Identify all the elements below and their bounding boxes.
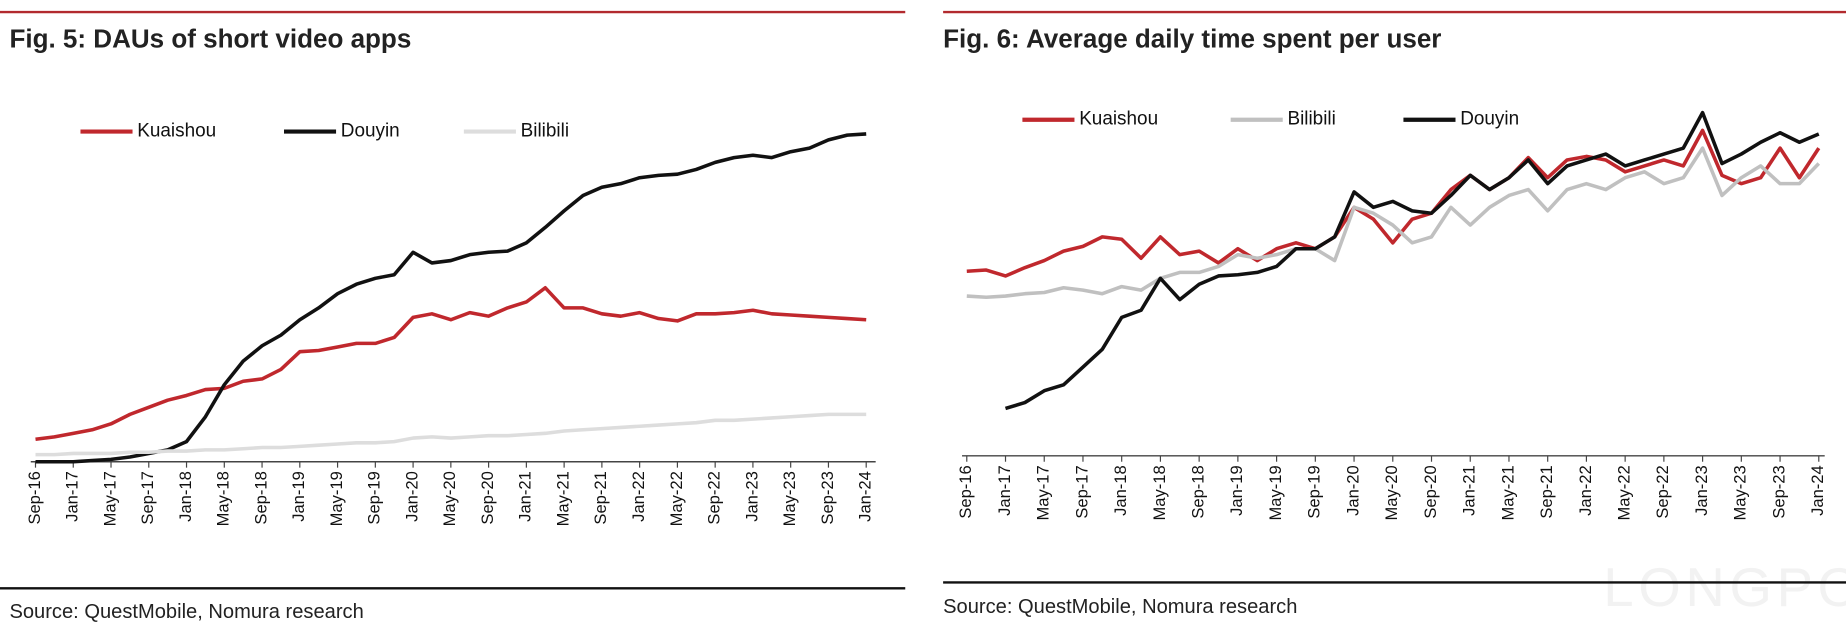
x-tick-label: May-17 xyxy=(1034,465,1053,520)
x-tick-label: May-20 xyxy=(1382,465,1401,520)
x-tick-label: Sep-20 xyxy=(478,471,497,524)
x-tick-label: Jan-21 xyxy=(516,471,535,522)
x-tick-label: Jan-22 xyxy=(1576,465,1595,516)
x-tick-label: May-19 xyxy=(1266,465,1285,520)
x-tick-label: Sep-17 xyxy=(1072,465,1091,518)
x-tick-label: Jan-24 xyxy=(1808,465,1827,516)
x-tick-label: May-19 xyxy=(327,471,346,526)
x-tick-label: May-21 xyxy=(554,471,573,526)
x-tick-label: Jan-23 xyxy=(742,471,761,522)
series-line xyxy=(966,146,1821,300)
x-tick-label: Sep-17 xyxy=(138,471,157,524)
x-tick-label: Jan-22 xyxy=(629,471,648,522)
x-tick-label: Sep-18 xyxy=(251,471,270,524)
x-tick-label: Sep-23 xyxy=(818,471,837,524)
legend-label: Kuaishou xyxy=(1079,109,1158,130)
x-tick-label: Jan-17 xyxy=(63,471,82,522)
legend-label: Kuaishou xyxy=(137,121,216,142)
x-tick-label: May-18 xyxy=(214,471,233,526)
x-tick-label: Jan-24 xyxy=(856,471,875,522)
x-tick-label: Sep-21 xyxy=(591,471,610,524)
x-tick-label: May-22 xyxy=(667,471,686,526)
x-tick-label: May-23 xyxy=(1731,465,1750,520)
source: Source: QuestMobile, Nomura research xyxy=(9,601,363,623)
x-tick-label: Sep-22 xyxy=(1653,465,1672,518)
x-tick-label: Sep-19 xyxy=(1305,465,1324,518)
series-line xyxy=(35,286,867,442)
x-tick-label: May-22 xyxy=(1615,465,1634,520)
x-tick-label: Jan-18 xyxy=(1111,465,1130,516)
x-tick-label: Jan-19 xyxy=(289,471,308,522)
series-line xyxy=(1004,110,1820,411)
series-line xyxy=(35,132,867,464)
legend-label: Douyin xyxy=(1460,109,1519,130)
chart-title: Fig. 5: DAUs of short video apps xyxy=(9,24,411,54)
x-tick-label: Sep-16 xyxy=(956,465,975,518)
watermark: LONGPORT xyxy=(1603,557,1846,618)
x-tick-label: Jan-20 xyxy=(1343,465,1362,516)
x-tick-label: Jan-18 xyxy=(176,471,195,522)
chart-title: Fig. 6: Average daily time spent per use… xyxy=(943,24,1441,54)
legend-label: Douyin xyxy=(341,121,400,142)
source: Source: QuestMobile, Nomura research xyxy=(943,596,1297,618)
legend-label: Bilibili xyxy=(521,121,569,142)
x-tick-label: May-20 xyxy=(440,471,459,526)
x-tick-label: Sep-19 xyxy=(365,471,384,524)
x-tick-label: Jan-17 xyxy=(995,465,1014,516)
x-tick-label: May-18 xyxy=(1150,465,1169,520)
x-tick-label: Sep-22 xyxy=(705,471,724,524)
x-tick-label: May-21 xyxy=(1498,465,1517,520)
x-tick-label: May-23 xyxy=(780,471,799,526)
x-tick-label: Jan-23 xyxy=(1692,465,1711,516)
x-tick-label: Jan-20 xyxy=(402,471,421,522)
series-line xyxy=(35,412,867,457)
x-tick-label: Jan-21 xyxy=(1460,465,1479,516)
legend-label: Bilibili xyxy=(1287,109,1335,130)
x-tick-label: Sep-21 xyxy=(1537,465,1556,518)
x-tick-label: Sep-18 xyxy=(1189,465,1208,518)
x-tick-label: May-17 xyxy=(100,471,119,526)
x-tick-label: Jan-19 xyxy=(1227,465,1246,516)
series-line xyxy=(966,128,1821,278)
x-tick-label: Sep-16 xyxy=(25,471,44,524)
x-tick-label: Sep-20 xyxy=(1421,465,1440,518)
x-tick-label: Sep-23 xyxy=(1769,465,1788,518)
